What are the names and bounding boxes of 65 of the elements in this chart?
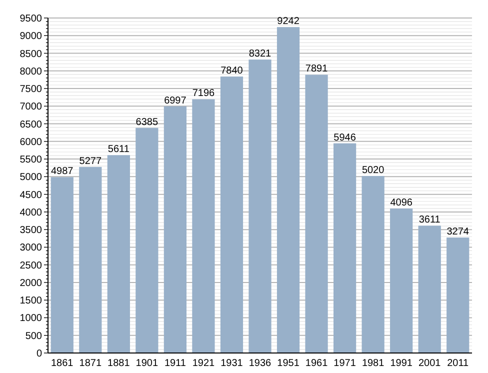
x-tick-label: 1951 bbox=[277, 358, 300, 369]
x-tick-label: 2001 bbox=[418, 358, 442, 369]
data-label: 8321 bbox=[248, 48, 272, 60]
y-tick-label: 5500 bbox=[20, 154, 42, 166]
y-tick-label: 3500 bbox=[20, 225, 42, 236]
y-tick-label: 8000 bbox=[20, 66, 42, 78]
data-label: 4987 bbox=[51, 166, 74, 178]
data-label: 6997 bbox=[164, 95, 187, 106]
bar bbox=[446, 238, 470, 353]
y-tick-label: 500 bbox=[25, 330, 42, 342]
y-tick-label: 1000 bbox=[20, 313, 42, 324]
bar bbox=[107, 155, 130, 353]
data-label: 5611 bbox=[108, 144, 130, 156]
data-label: 5277 bbox=[79, 156, 102, 167]
data-label: 7196 bbox=[192, 88, 216, 100]
y-tick-label: 7000 bbox=[20, 102, 42, 113]
bar bbox=[418, 226, 441, 353]
data-label: 7840 bbox=[220, 66, 244, 77]
x-tick-label: 1911 bbox=[164, 358, 186, 369]
data-label: 5946 bbox=[334, 132, 356, 144]
data-label: 6385 bbox=[136, 116, 158, 128]
x-tick-label: 1991 bbox=[390, 358, 413, 369]
x-tick-label: 1901 bbox=[136, 358, 158, 369]
x-tick-label: 1961 bbox=[305, 358, 328, 369]
bar bbox=[164, 106, 187, 353]
data-label: 4096 bbox=[390, 198, 413, 209]
bar bbox=[333, 143, 356, 353]
data-label: 9242 bbox=[277, 16, 300, 28]
y-tick-label: 8500 bbox=[20, 48, 42, 60]
x-tick-label: 1971 bbox=[334, 358, 356, 369]
y-tick-label: 2500 bbox=[20, 260, 42, 272]
bar bbox=[136, 128, 158, 353]
data-label: 7891 bbox=[305, 64, 328, 75]
x-tick-label: 1921 bbox=[192, 358, 216, 369]
x-tick-label: 1861 bbox=[51, 358, 74, 369]
bar bbox=[390, 208, 413, 353]
y-tick-label: 1500 bbox=[20, 296, 42, 307]
bar bbox=[248, 60, 272, 353]
bar bbox=[192, 99, 215, 353]
y-tick-label: 7500 bbox=[20, 84, 42, 96]
bar bbox=[220, 76, 244, 353]
y-tick-label: 6500 bbox=[20, 119, 42, 130]
x-tick-label: 1936 bbox=[248, 358, 272, 369]
bar bbox=[79, 166, 102, 353]
y-tick-label: 0 bbox=[36, 348, 42, 360]
y-tick-label: 9500 bbox=[20, 14, 42, 24]
x-tick-label: 1981 bbox=[362, 358, 385, 369]
y-tick-label: 9000 bbox=[20, 31, 42, 42]
y-tick-label: 4500 bbox=[20, 190, 42, 201]
y-tick-label: 5000 bbox=[20, 172, 42, 184]
data-label: 5020 bbox=[362, 164, 385, 176]
bar bbox=[276, 27, 300, 353]
x-tick-label: 2011 bbox=[447, 358, 470, 369]
y-tick-label: 2000 bbox=[20, 278, 42, 289]
data-label: 3274 bbox=[446, 226, 470, 238]
y-tick-label: 4000 bbox=[20, 207, 42, 218]
y-tick-label: 3000 bbox=[20, 242, 42, 254]
data-label: 3611 bbox=[418, 214, 441, 226]
bar bbox=[305, 74, 328, 353]
bar bbox=[50, 177, 74, 353]
x-tick-label: 1931 bbox=[220, 358, 244, 369]
bar bbox=[362, 176, 384, 353]
x-tick-label: 1881 bbox=[108, 358, 130, 369]
y-tick-label: 6000 bbox=[20, 136, 42, 148]
x-tick-label: 1871 bbox=[79, 358, 102, 369]
